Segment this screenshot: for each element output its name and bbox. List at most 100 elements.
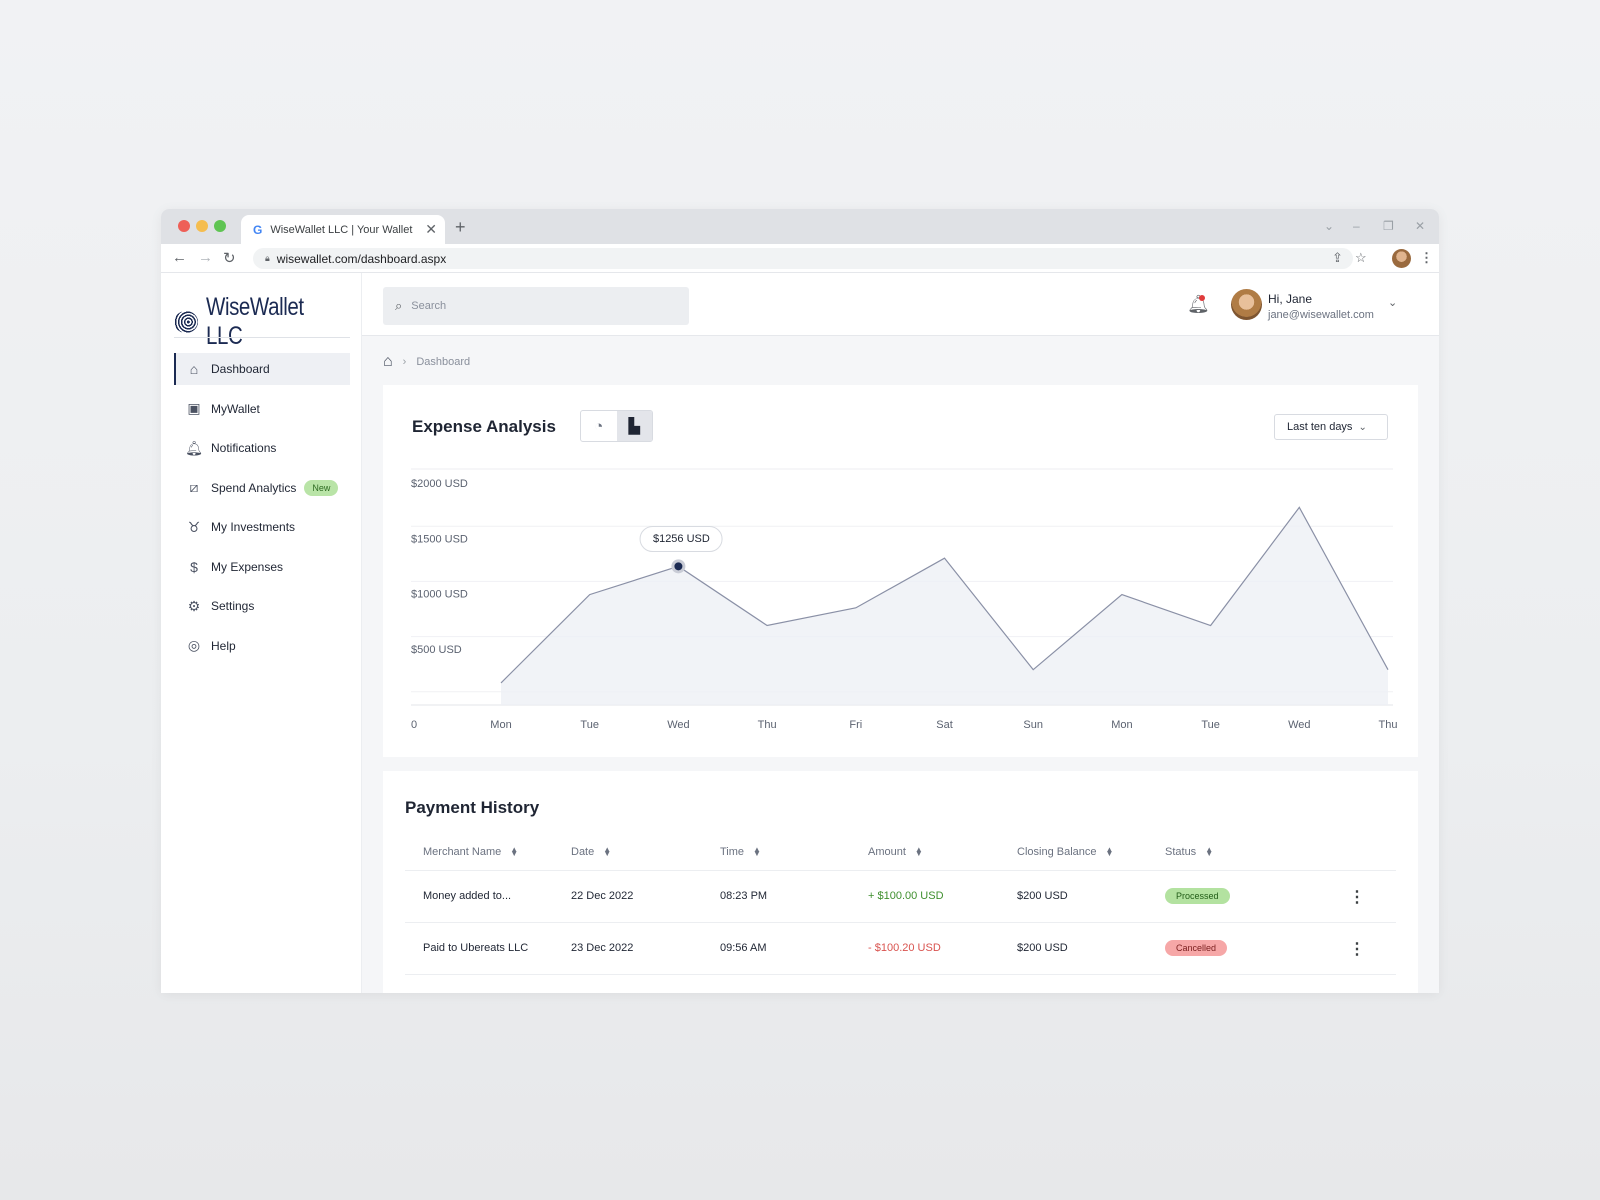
column-header-date[interactable]: Date ▲ ▼ bbox=[571, 845, 612, 859]
merchant-cell: Paid to Ubereats LLC bbox=[423, 942, 529, 954]
sidebar-item-my-expenses[interactable]: $ My Expenses bbox=[174, 551, 350, 583]
column-header-time[interactable]: Time ▲ ▼ bbox=[720, 846, 761, 859]
breadcrumb-separator-icon: › bbox=[402, 356, 407, 368]
lock-icon: 🔒︎ bbox=[265, 253, 270, 263]
amount-cell: - $100.20 USD bbox=[868, 942, 941, 954]
closing-balance-cell: $200 USD bbox=[1017, 942, 1068, 954]
minimize-window-button[interactable] bbox=[196, 220, 208, 232]
date-cell: 23 Dec 2022 bbox=[571, 942, 634, 954]
breadcrumb-home-icon[interactable]: ⌂ bbox=[383, 353, 393, 370]
sidebar-item-settings[interactable]: ⚙︎ Settings bbox=[174, 590, 350, 622]
column-header-amount[interactable]: Amount ▲ ▼ bbox=[868, 846, 923, 859]
column-header-label: Time bbox=[720, 846, 745, 858]
sidebar-item-mywallet[interactable]: ▣ MyWallet bbox=[174, 393, 350, 425]
reload-icon[interactable]: ↻ bbox=[223, 250, 236, 267]
close-icon[interactable]: ✕ bbox=[1415, 219, 1426, 233]
y-tick-label: $2000 USD bbox=[411, 478, 468, 490]
chart-tooltip: $1256 USD bbox=[639, 526, 723, 553]
row-actions-kebab-icon[interactable]: ⋮ bbox=[1349, 941, 1365, 958]
sidebar-item-notifications[interactable]: 🔔︎ Notifications bbox=[174, 432, 350, 464]
user-menu-chevron-icon[interactable]: ⌄ bbox=[1388, 297, 1398, 309]
table-row[interactable]: Money added to... 22 Dec 2022 08:23 PM +… bbox=[405, 871, 1396, 923]
sidebar-item-my-investments[interactable]: ♉︎ My Investments bbox=[174, 511, 350, 543]
tab-close-icon[interactable]: ✕ bbox=[425, 221, 437, 237]
tab-title: WiseWallet LLC | Your Wallet bbox=[270, 223, 413, 236]
expense-analysis-title: Expense Analysis bbox=[412, 417, 556, 436]
x-tick-label: Fri bbox=[849, 719, 862, 731]
logo-mark-icon bbox=[174, 311, 198, 333]
sort-icon: ▲ ▼ bbox=[510, 845, 519, 858]
date-range-select[interactable]: Last ten days ⌄ bbox=[1274, 414, 1388, 440]
sidebar-nav: ⌂ Dashboard ▣ MyWallet 🔔︎ Notifications … bbox=[174, 353, 350, 669]
breadcrumb-current: Dashboard bbox=[416, 356, 471, 368]
x-tick-label: Mon bbox=[490, 719, 511, 731]
browser-tab[interactable]: G WiseWallet LLC | Your Wallet ✕ bbox=[241, 215, 445, 244]
column-header-label: Closing Balance bbox=[1017, 846, 1097, 858]
maximize-window-button[interactable] bbox=[214, 220, 226, 232]
search-placeholder: Search bbox=[411, 300, 447, 312]
user-avatar[interactable] bbox=[1231, 289, 1262, 320]
column-header-label: Date bbox=[571, 846, 595, 858]
minimize-icon[interactable]: – bbox=[1353, 219, 1360, 233]
bell-icon: 🔔︎ bbox=[185, 439, 203, 456]
x-tick-label: 0 bbox=[411, 719, 417, 731]
profile-avatar[interactable] bbox=[1392, 249, 1411, 268]
url-text: wisewallet.com/dashboard.aspx bbox=[276, 251, 447, 266]
sidebar-item-dashboard[interactable]: ⌂ Dashboard bbox=[174, 353, 350, 385]
brand-name: WiseWallet LLC bbox=[205, 293, 304, 350]
sidebar-item-label: Spend Analytics bbox=[211, 480, 297, 495]
sidebar-item-help[interactable]: ◎ Help bbox=[174, 630, 350, 662]
tab-list-chevron-icon[interactable]: ⌄ bbox=[1324, 219, 1335, 233]
star-icon[interactable]: ☆ bbox=[1355, 250, 1367, 265]
closing-balance-cell: $200 USD bbox=[1017, 890, 1068, 902]
x-tick-label: Wed bbox=[667, 719, 689, 731]
date-cell: 22 Dec 2022 bbox=[571, 890, 634, 902]
piggy-bank-icon: ♉︎ bbox=[187, 518, 201, 535]
user-greeting: Hi, Jane bbox=[1268, 292, 1313, 306]
forward-arrow-icon[interactable]: → bbox=[198, 249, 213, 266]
chart-area bbox=[501, 507, 1388, 705]
merchant-cell: Money added to... bbox=[423, 890, 512, 902]
help-icon: ◎ bbox=[187, 637, 201, 653]
back-arrow-icon[interactable]: ← bbox=[172, 249, 187, 266]
x-tick-label: Wed bbox=[1288, 719, 1310, 731]
url-field[interactable]: 🔒︎ wisewallet.com/dashboard.aspx bbox=[253, 248, 1353, 269]
y-tick-label: $500 USD bbox=[411, 644, 462, 656]
column-header-closing-balance[interactable]: Closing Balance ▲ ▼ bbox=[1017, 846, 1113, 859]
x-tick-label: Mon bbox=[1111, 719, 1132, 731]
top-bar: ⌕ Search 🔔︎ Hi, Jane jane@wisewallet.com… bbox=[362, 273, 1439, 336]
expense-chart: $2000 USD $1500 USD $1000 USD $500 USD 0 Mon T… bbox=[411, 468, 1397, 731]
close-window-button[interactable] bbox=[178, 220, 190, 232]
date-range-value: Last ten days bbox=[1287, 421, 1353, 433]
table-row[interactable]: Paid to Ubereats LLC 23 Dec 2022 09:56 A… bbox=[405, 923, 1396, 975]
browser-tabbar: G WiseWallet LLC | Your Wallet ✕ + ⌄ – ❐… bbox=[161, 209, 1439, 244]
app-root: WiseWallet LLC ⌂ Dashboard ▣ MyWallet 🔔︎… bbox=[161, 273, 1439, 993]
x-tick-label: Tue bbox=[580, 719, 599, 731]
column-header-label: Status bbox=[1165, 846, 1197, 858]
chart-series-line bbox=[500, 506, 1389, 684]
share-icon[interactable]: ⇪ bbox=[1332, 250, 1343, 265]
row-actions-kebab-icon[interactable]: ⋮ bbox=[1349, 889, 1365, 906]
pie-chart-view-icon[interactable]: ◔ bbox=[594, 417, 604, 435]
sidebar-item-label: My Expenses bbox=[211, 559, 284, 574]
sidebar-item-spend-analytics[interactable]: ⧄ Spend Analytics New bbox=[174, 472, 350, 504]
expenses-icon: $ bbox=[190, 558, 198, 575]
google-favicon-icon: G bbox=[253, 222, 263, 237]
sort-icon: ▲ ▼ bbox=[603, 845, 612, 858]
brand-logo[interactable]: WiseWallet LLC bbox=[174, 293, 361, 351]
bar-chart-view-icon[interactable]: ▙ bbox=[616, 411, 652, 441]
gear-icon: ⚙︎ bbox=[187, 597, 201, 614]
browser-menu-icon[interactable]: ⋮ bbox=[1420, 250, 1433, 265]
column-header-label: Amount bbox=[868, 846, 906, 858]
new-tab-button[interactable]: + bbox=[455, 217, 466, 237]
column-header-status[interactable]: Status ▲ ▼ bbox=[1165, 846, 1213, 859]
browser-window: G WiseWallet LLC | Your Wallet ✕ + ⌄ – ❐… bbox=[161, 209, 1439, 993]
x-tick-label: Sat bbox=[936, 719, 953, 731]
user-email: jane@wisewallet.com bbox=[1268, 309, 1374, 321]
payment-history-title: Payment History bbox=[405, 798, 540, 817]
y-tick-label: $1000 USD bbox=[411, 589, 468, 601]
restore-icon[interactable]: ❐ bbox=[1383, 219, 1394, 233]
column-header-merchant[interactable]: Merchant Name ▲ ▼ bbox=[423, 845, 519, 859]
search-input[interactable]: ⌕ Search bbox=[383, 287, 689, 325]
sidebar-item-label: Settings bbox=[211, 599, 255, 613]
